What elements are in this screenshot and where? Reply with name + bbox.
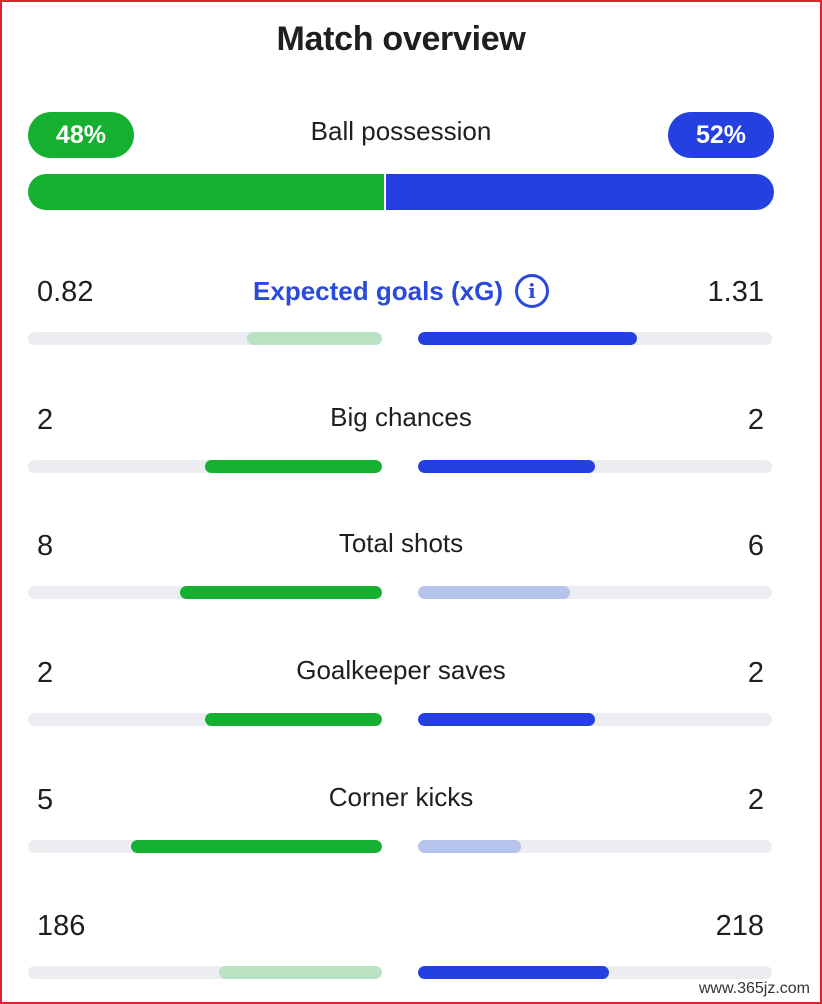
- home-stat-value: 186: [37, 910, 86, 942]
- away-stat-bar-fill: [418, 460, 595, 473]
- away-stat-value: 218: [715, 910, 764, 942]
- away-stat-bar-track: [418, 713, 772, 726]
- stat-row: 0.82 Expected goals (xG) i 1.31: [0, 264, 822, 345]
- home-stat-bar-fill: [247, 332, 382, 345]
- stat-row: 2 Big chances 2: [0, 392, 822, 473]
- away-stat-bar-fill: [418, 713, 595, 726]
- stat-row: 186 218: [0, 898, 822, 979]
- home-stat-value: 2: [37, 404, 54, 436]
- page-title: Match overview: [276, 20, 526, 58]
- away-stat-value: 2: [747, 404, 764, 436]
- away-possession-segment: [386, 174, 774, 210]
- stat-label-text: Goalkeeper saves: [296, 655, 506, 685]
- away-stat-bar-fill: [418, 966, 610, 979]
- stat-label-link[interactable]: Expected goals (xG) i: [0, 274, 802, 308]
- stat-row: 2 Goalkeeper saves 2: [0, 645, 822, 726]
- away-stat-value: 1.31: [707, 276, 764, 308]
- watermark-text: www.365jz.com: [694, 980, 814, 998]
- stat-label: Big chances: [0, 402, 802, 433]
- home-stat-bar-track: [28, 966, 382, 979]
- stat-row: 8 Total shots 6: [0, 518, 822, 599]
- away-stat-bar-track: [418, 332, 772, 345]
- home-possession-segment: [28, 174, 387, 210]
- possession-bar: [28, 174, 774, 210]
- stat-label-text: Total shots: [338, 528, 464, 558]
- home-possession-badge: 48%: [28, 112, 134, 158]
- home-stat-value: 0.82: [37, 276, 94, 308]
- away-stat-bar-track: [418, 840, 772, 853]
- home-stat-bar-track: [28, 460, 382, 473]
- stat-label-text: Expected goals (xG): [253, 275, 503, 306]
- home-stat-bar-fill: [180, 586, 382, 599]
- away-stat-bar-track: [418, 966, 772, 979]
- stat-label-text: Corner kicks: [328, 782, 474, 812]
- home-stat-bar-track: [28, 840, 382, 853]
- home-stat-value: 8: [37, 530, 54, 562]
- stat-label: Corner kicks: [0, 782, 802, 813]
- away-stat-value: 2: [747, 784, 764, 816]
- away-stat-bar-fill: [418, 332, 638, 345]
- stat-label: Goalkeeper saves: [0, 655, 802, 686]
- home-stat-bar-track: [28, 332, 382, 345]
- stat-row: 5 Corner kicks 2: [0, 772, 822, 853]
- away-stat-bar-track: [418, 460, 772, 473]
- home-stat-value: 5: [37, 784, 54, 816]
- info-icon[interactable]: i: [514, 274, 549, 308]
- away-stat-bar-track: [418, 586, 772, 599]
- away-possession-badge: 52%: [668, 112, 774, 158]
- home-stat-bar-fill: [205, 713, 382, 726]
- stat-label: Total shots: [0, 528, 802, 559]
- home-stat-bar-fill: [205, 460, 382, 473]
- home-stat-bar-fill: [130, 840, 382, 853]
- away-stat-value: 2: [747, 657, 764, 689]
- stat-label-text: Big chances: [330, 402, 472, 432]
- away-stat-bar-fill: [418, 586, 571, 599]
- home-stat-value: 2: [37, 657, 54, 689]
- away-stat-bar-fill: [418, 840, 521, 853]
- home-stat-bar-track: [28, 586, 382, 599]
- home-stat-bar-fill: [219, 966, 382, 979]
- away-stat-value: 6: [747, 530, 764, 562]
- home-stat-bar-track: [28, 713, 382, 726]
- possession-label: Ball possession: [310, 116, 492, 146]
